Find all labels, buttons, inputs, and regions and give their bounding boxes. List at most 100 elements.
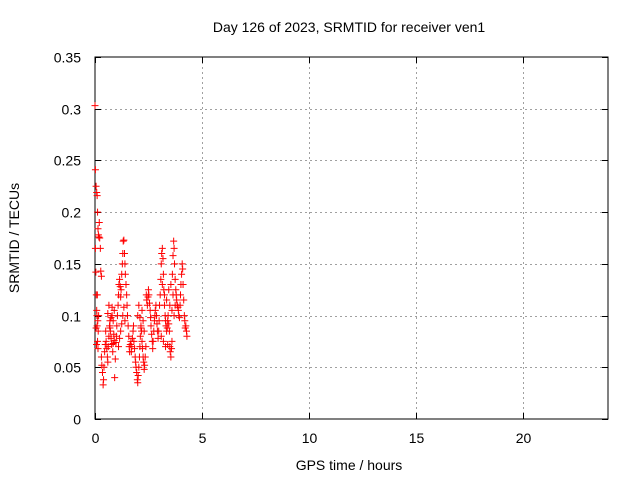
data-point <box>95 233 103 241</box>
data-point <box>147 314 155 322</box>
data-point <box>157 275 165 283</box>
data-point <box>117 293 125 301</box>
data-point <box>139 317 147 325</box>
data-point <box>121 270 129 278</box>
data-point <box>91 244 99 252</box>
grid <box>95 57 608 419</box>
data-point <box>157 260 165 268</box>
data-point <box>134 379 142 387</box>
data-point <box>170 244 178 252</box>
data-point <box>111 374 119 382</box>
data-point <box>94 317 102 325</box>
data-point <box>173 296 181 304</box>
data-point <box>121 260 129 268</box>
chart-title: Day 126 of 2023, SRMTID for receiver ven… <box>213 19 486 35</box>
data-point <box>94 208 102 216</box>
data-point <box>175 314 183 322</box>
data-point <box>135 301 143 309</box>
data-point <box>159 337 167 345</box>
data-point <box>98 368 106 376</box>
data-point <box>169 291 177 299</box>
y-tick-label: 0.25 <box>54 153 81 169</box>
data-point <box>94 327 102 335</box>
data-point <box>109 348 117 356</box>
data-point <box>117 286 125 294</box>
data-point <box>94 225 102 233</box>
data-point <box>91 166 99 174</box>
data-point <box>110 306 118 314</box>
data-point <box>171 301 179 309</box>
data-point <box>92 182 100 190</box>
data-point <box>94 337 102 345</box>
y-tick-label: 0 <box>73 412 81 428</box>
data-point <box>165 320 173 328</box>
data-point <box>128 334 136 342</box>
data-point <box>141 353 149 361</box>
data-point <box>168 270 176 278</box>
data-point <box>177 291 184 299</box>
y-axis-label: SRMTID / TECUs <box>6 183 22 293</box>
data-point <box>92 268 100 276</box>
ticks <box>95 57 608 420</box>
data-point <box>178 270 186 278</box>
data-point <box>142 343 150 351</box>
data-point <box>129 322 137 330</box>
data-point <box>158 250 166 258</box>
data-point <box>168 337 176 345</box>
data-point <box>114 301 122 309</box>
data-point <box>160 291 168 299</box>
data-point <box>179 281 187 289</box>
data-point <box>134 372 142 380</box>
data-point <box>149 345 157 353</box>
data-point <box>140 327 148 335</box>
data-point <box>123 291 131 299</box>
data-point <box>165 286 173 294</box>
data-point <box>121 317 129 325</box>
data-point <box>167 281 175 289</box>
data-point <box>97 267 105 275</box>
y-tick-label: 0.35 <box>54 50 81 66</box>
data-point <box>120 250 128 258</box>
data-point <box>112 338 120 346</box>
data-point <box>122 281 130 289</box>
data-point <box>116 283 124 291</box>
data-point <box>95 312 103 320</box>
data-point <box>117 327 125 335</box>
data-point <box>136 314 144 322</box>
data-point <box>170 237 178 245</box>
data-point <box>138 337 146 345</box>
data-point <box>170 312 178 320</box>
data-point <box>108 341 116 349</box>
data-point <box>183 332 191 340</box>
data-point <box>141 361 149 369</box>
data-point <box>158 244 166 252</box>
data-points <box>91 102 191 389</box>
data-point <box>151 306 159 314</box>
data-point <box>111 355 119 363</box>
data-point <box>181 317 189 325</box>
data-point <box>169 252 177 260</box>
data-point <box>125 332 133 340</box>
y-tick-label: 0.3 <box>62 102 82 118</box>
x-tick-label: 5 <box>199 430 207 446</box>
data-point <box>119 312 127 320</box>
data-point <box>102 337 110 345</box>
data-point <box>167 353 175 361</box>
data-point <box>97 272 105 280</box>
data-point <box>135 363 143 371</box>
data-point <box>149 337 157 345</box>
data-point <box>171 275 179 283</box>
x-axis-label: GPS time / hours <box>296 457 403 473</box>
data-point <box>155 327 163 335</box>
data-point <box>165 327 173 335</box>
tick-labels: 0 5 10 15 20 0 0.05 0.1 0.15 0.2 0.25 0.3 0.35 <box>54 50 532 447</box>
data-point <box>164 312 172 320</box>
x-tick-label: 0 <box>92 430 100 446</box>
data-point <box>147 322 155 330</box>
data-point <box>136 332 144 340</box>
data-point <box>96 234 104 242</box>
data-point <box>106 324 114 332</box>
data-point <box>157 332 165 340</box>
data-point <box>116 334 124 342</box>
